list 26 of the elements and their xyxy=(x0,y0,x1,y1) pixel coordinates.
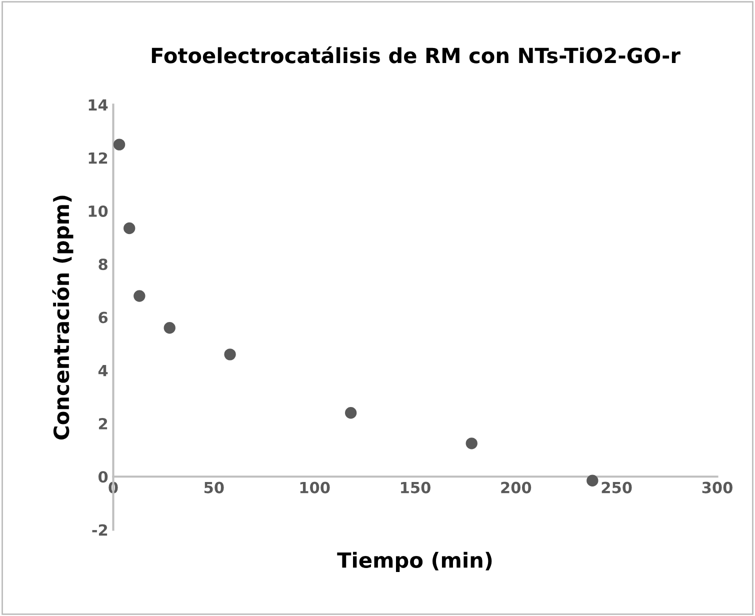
y-tick-label: 10 xyxy=(88,205,108,217)
point xyxy=(124,222,136,234)
point xyxy=(113,138,126,150)
x-axis-title: Tiempo (min) xyxy=(337,552,492,572)
y-axis-title: Concentración (ppm) xyxy=(52,196,74,440)
x-tick-label: 150 xyxy=(401,482,430,494)
y-tick-label: 14 xyxy=(88,99,108,111)
chart-title: Fotoelectrocatálisis de RM con NTs-TiO2-GO-r xyxy=(152,46,680,64)
point xyxy=(586,474,598,486)
y-tick-label: -2 xyxy=(92,524,108,536)
y-tick-label: 2 xyxy=(98,418,108,430)
x-tick-label: 300 xyxy=(702,482,732,494)
y-tick-label: 12 xyxy=(88,152,108,164)
point xyxy=(164,322,176,334)
y-tick-label: 6 xyxy=(98,312,108,324)
point xyxy=(224,348,236,360)
x-tick-label: 100 xyxy=(300,482,330,494)
point xyxy=(344,407,357,419)
x-tick-label: 50 xyxy=(204,482,224,494)
point xyxy=(466,438,478,450)
y-tick-label: 0 xyxy=(98,471,108,483)
x-tick-label: 200 xyxy=(501,482,532,494)
y-tick-label: 8 xyxy=(98,258,108,270)
x-tick-label: 250 xyxy=(602,482,632,494)
point xyxy=(134,290,146,302)
y-tick-label: 4 xyxy=(98,365,108,376)
